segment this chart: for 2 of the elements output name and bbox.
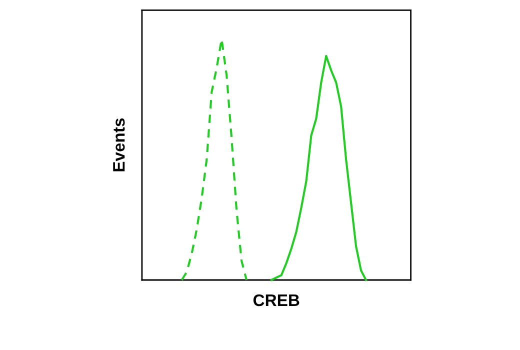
y-axis-title: Events (113, 118, 125, 172)
x-axis-title: CREB (253, 294, 300, 306)
